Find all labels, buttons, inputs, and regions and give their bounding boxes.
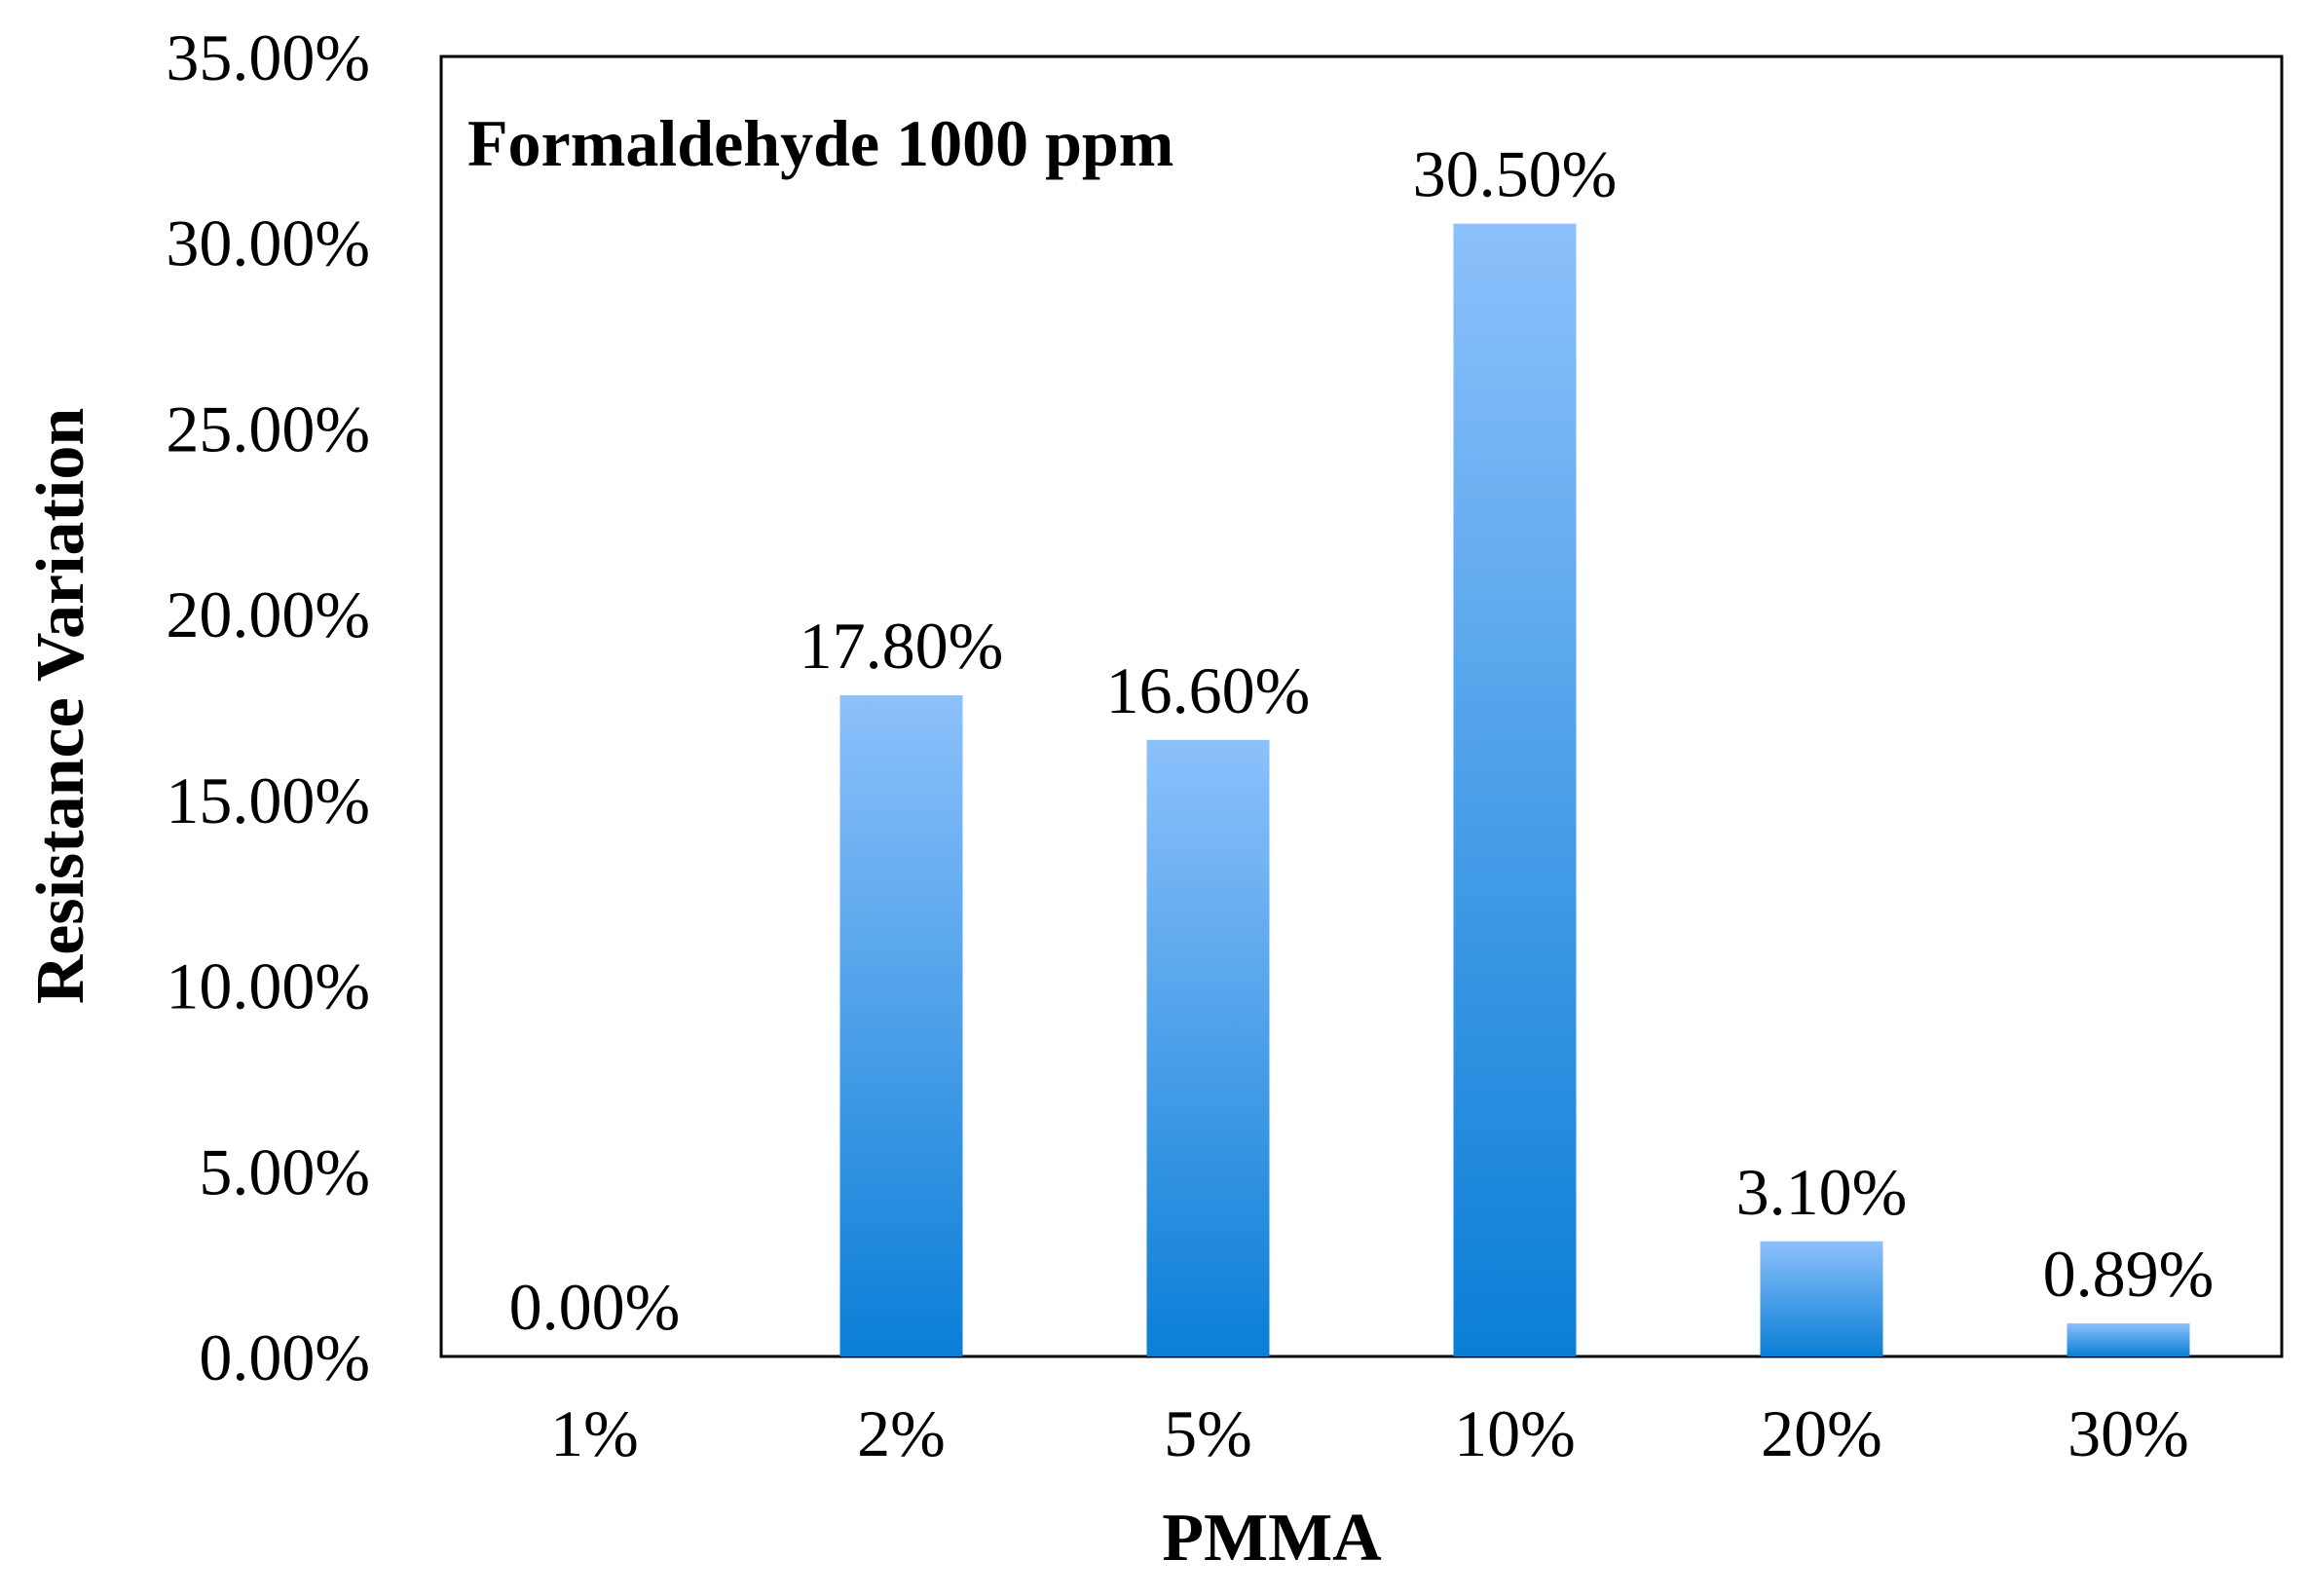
data-label: 3.10%	[1736, 1155, 1908, 1229]
y-tick-label: 10.00%	[166, 949, 370, 1023]
y-tick-label: 5.00%	[199, 1134, 370, 1208]
data-label: 16.60%	[1106, 653, 1311, 727]
data-label: 0.89%	[2043, 1237, 2215, 1311]
x-tick-label: 5%	[1164, 1396, 1252, 1470]
y-tick-label: 20.00%	[166, 577, 370, 651]
x-tick-label: 20%	[1761, 1396, 1882, 1470]
data-label: 17.80%	[800, 609, 1004, 683]
x-tick-labels: 1% 2% 5% 10% 20% 30%	[550, 1396, 2189, 1470]
bar-10pct	[1453, 223, 1577, 1357]
x-tick-label: 1%	[550, 1396, 639, 1470]
y-tick-label: 25.00%	[166, 391, 370, 465]
bar-5pct	[1146, 739, 1270, 1356]
y-tick-label: 0.00%	[199, 1320, 370, 1394]
x-tick-label: 2%	[857, 1396, 946, 1470]
y-tick-label: 35.00%	[166, 20, 370, 94]
bar-2pct	[839, 695, 963, 1356]
y-axis-title: Resistance Variation	[23, 408, 98, 1005]
y-tick-label: 15.00%	[166, 763, 370, 837]
bar-20pct	[1760, 1241, 1883, 1356]
data-label: 30.50%	[1413, 137, 1618, 211]
chart-title: Formaldehyde 1000 ppm	[467, 106, 1173, 180]
bar-30pct	[2067, 1323, 2190, 1356]
plot-area-frame	[439, 55, 2284, 1358]
data-labels: 0.00% 17.80% 16.60% 30.50% 3.10% 0.89%	[509, 137, 2215, 1344]
y-tick-label: 30.00%	[166, 206, 370, 280]
data-label: 0.00%	[509, 1270, 681, 1344]
x-tick-label: 30%	[2067, 1396, 2189, 1470]
x-tick-label: 10%	[1454, 1396, 1576, 1470]
bars	[839, 223, 2190, 1357]
x-axis-title: PMMA	[1162, 1501, 1382, 1576]
y-tick-labels: 0.00% 5.00% 10.00% 15.00% 20.00% 25.00% 30.00%…	[166, 20, 370, 1394]
